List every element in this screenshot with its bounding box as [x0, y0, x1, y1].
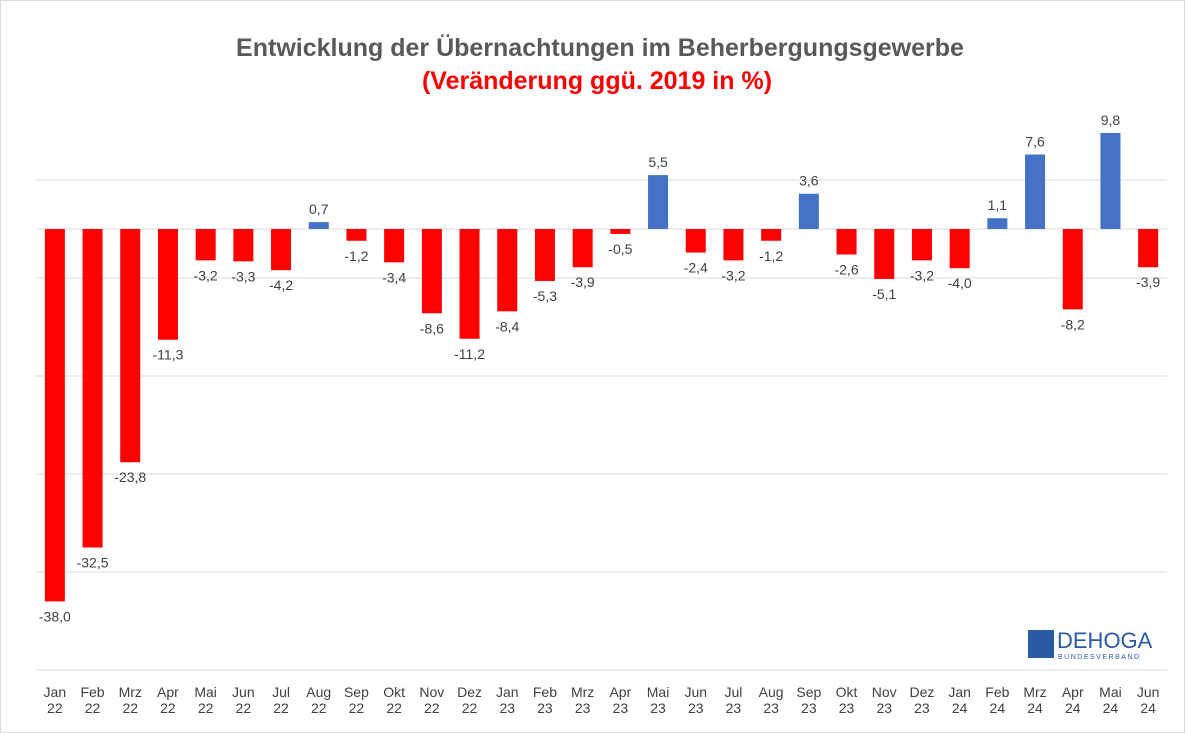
x-tick-label: Feb 23 — [532, 684, 557, 716]
bar — [44, 229, 65, 602]
bar — [723, 229, 744, 261]
value-label: 9,8 — [1101, 112, 1121, 128]
x-tick-label: Jun 23 — [684, 684, 708, 716]
chart-title: Entwicklung der Übernachtungen im Beherb… — [236, 33, 964, 62]
bar — [157, 229, 178, 340]
value-label: -8,6 — [420, 320, 444, 336]
bar — [195, 229, 216, 261]
x-tick-label: Apr 24 — [1061, 684, 1084, 716]
bar — [459, 229, 480, 339]
bar — [384, 229, 405, 263]
x-tick-label: Jun 22 — [232, 684, 255, 716]
value-label: 5,5 — [648, 154, 668, 170]
bar — [836, 229, 857, 255]
bar — [648, 175, 669, 229]
value-label: -8,2 — [1061, 316, 1085, 332]
value-label: -3,9 — [571, 274, 595, 290]
bar — [1025, 154, 1046, 229]
bar — [610, 229, 631, 234]
bar — [874, 229, 895, 279]
bar — [987, 218, 1008, 229]
logo-sub: BUNDESVERBAND — [1058, 654, 1141, 661]
x-tick-label: Dez 22 — [457, 684, 482, 716]
value-label: -3,3 — [231, 268, 255, 284]
value-label: 0,7 — [309, 201, 329, 217]
value-label: -4,0 — [948, 275, 972, 291]
value-label: -1,2 — [344, 248, 368, 264]
bar — [911, 229, 932, 261]
value-label: -32,5 — [77, 555, 109, 571]
x-tick-label: Jul 23 — [724, 684, 743, 716]
x-tick-label: Aug 23 — [758, 684, 784, 716]
x-tick-label: Jan 24 — [948, 684, 971, 716]
x-tick-label: Mrz 24 — [1023, 684, 1047, 716]
bar — [233, 229, 254, 262]
x-tick-label: Okt 23 — [835, 684, 858, 716]
bar — [1062, 229, 1083, 310]
x-tick-label: Sep 23 — [796, 684, 822, 716]
logo-icon — [1028, 630, 1054, 658]
bar — [346, 229, 367, 241]
value-label: 3,6 — [799, 173, 819, 189]
value-label: -5,3 — [533, 288, 557, 304]
value-label: -2,4 — [684, 260, 708, 276]
value-label: -3,4 — [382, 269, 406, 285]
x-tick-label: Jun 24 — [1136, 684, 1160, 716]
x-tick-label: Jan 23 — [495, 684, 519, 716]
bar — [271, 229, 292, 271]
x-tick-label: Okt 22 — [383, 684, 406, 716]
x-tick-label: Feb 22 — [80, 684, 105, 716]
bar — [761, 229, 782, 241]
value-label: -23,8 — [114, 469, 146, 485]
x-tick-label: Apr 23 — [609, 684, 632, 716]
x-tick-label: Apr 22 — [157, 684, 179, 716]
value-label: 1,1 — [988, 197, 1008, 213]
x-tick-label: Mrz 22 — [118, 684, 142, 716]
value-label: -3,2 — [721, 267, 745, 283]
value-label: -4,2 — [269, 277, 293, 293]
bar — [798, 193, 819, 229]
value-label: -5,1 — [872, 286, 896, 302]
x-tick-label: Dez 23 — [909, 684, 935, 716]
x-tick-label: Mai 24 — [1099, 684, 1122, 716]
x-tick-label: Jan 22 — [43, 684, 67, 716]
bar — [1100, 132, 1121, 229]
bar — [534, 229, 555, 281]
value-label: -8,4 — [495, 318, 519, 334]
bar — [497, 229, 518, 312]
value-label: -38,0 — [39, 608, 71, 624]
value-label: -3,2 — [910, 267, 934, 283]
bar — [1138, 229, 1159, 268]
x-tick-label: Mai 23 — [646, 684, 670, 716]
x-tick-label: Mrz 23 — [570, 684, 595, 716]
value-label: -1,2 — [759, 248, 783, 264]
value-label: -3,2 — [194, 267, 218, 283]
x-tick-label: Nov 22 — [419, 684, 445, 716]
bar — [308, 222, 329, 229]
value-label: -11,2 — [454, 346, 485, 362]
value-label: -0,5 — [608, 241, 632, 257]
bar — [685, 229, 706, 253]
x-tick-label: Feb 24 — [985, 684, 1010, 716]
bar — [572, 229, 593, 268]
bar — [82, 229, 103, 548]
x-tick-label: Aug 22 — [306, 684, 332, 716]
x-tick-label: Sep 22 — [343, 684, 369, 716]
value-label: -3,9 — [1136, 274, 1160, 290]
value-label: -11,3 — [153, 347, 184, 363]
x-tick-label: Nov 23 — [871, 684, 897, 716]
x-tick-label: Jul 22 — [272, 684, 290, 716]
bar — [949, 229, 970, 269]
logo-name: DEHOGA — [1057, 628, 1153, 653]
value-label: 7,6 — [1025, 134, 1045, 150]
x-tick-label: Mai 22 — [194, 684, 217, 716]
bar — [421, 229, 442, 314]
chart-subtitle: (Veränderung ggü. 2019 in %) — [422, 67, 772, 95]
value-label: -2,6 — [834, 261, 858, 277]
bar — [120, 229, 141, 463]
